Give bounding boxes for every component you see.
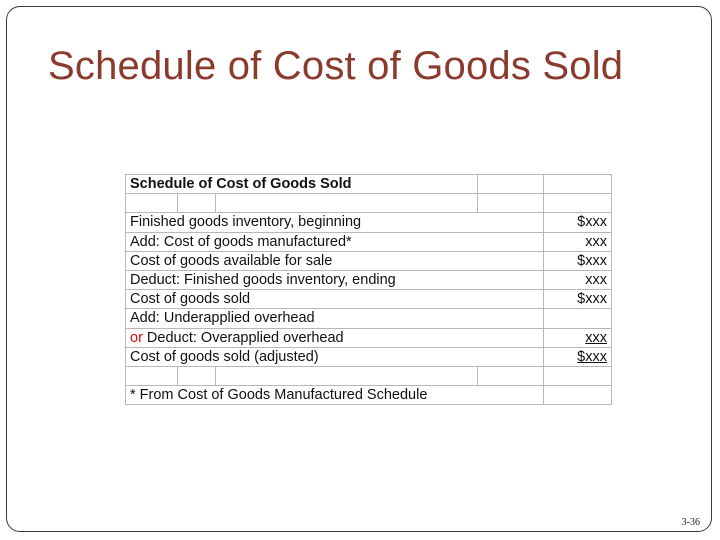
row-label: Cost of goods available for sale: [125, 250, 544, 271]
row-label: Finished goods inventory, beginning: [125, 212, 544, 233]
cogs-schedule-table: Schedule of Cost of Goods Sold Finished …: [125, 173, 612, 406]
row-amount: $xxx: [543, 346, 612, 367]
footnote: * From Cost of Goods Manufactured Schedu…: [125, 385, 544, 406]
table-row: Deduct: Finished goods inventory, ending…: [125, 269, 612, 291]
empty-cell: [543, 173, 612, 195]
or-word: or: [130, 329, 143, 346]
row-label: Cost of goods sold (adjusted): [125, 346, 544, 367]
row-label: Add: Underapplied overhead: [125, 308, 544, 329]
table-row: or Deduct: Overapplied overhead xxx: [125, 327, 612, 348]
footnote-row: * From Cost of Goods Manufactured Schedu…: [125, 385, 612, 406]
empty-cell: [543, 385, 612, 406]
page-number: 3-36: [681, 517, 700, 528]
row-label: Cost of goods sold: [125, 289, 544, 310]
row-amount: $xxx: [543, 250, 612, 271]
slide-title: Schedule of Cost of Goods Sold: [48, 44, 624, 88]
table-row: Add: Cost of goods manufactured* xxx: [125, 231, 612, 252]
schedule-header: Schedule of Cost of Goods Sold: [125, 173, 478, 195]
empty-cell: [477, 173, 544, 195]
spacer-row: [125, 193, 612, 214]
row-amount: $xxx: [543, 212, 612, 233]
table-row: Cost of goods available for sale $xxx: [125, 250, 612, 271]
row-label-text: Deduct: Overapplied overhead: [142, 329, 344, 346]
row-label: Deduct: Finished goods inventory, ending: [125, 269, 544, 291]
row-amount: xxx: [543, 327, 612, 348]
row-amount: xxx: [543, 231, 612, 252]
table-row: Cost of goods sold $xxx: [125, 289, 612, 310]
spacer-row: [125, 365, 612, 387]
table-row: Finished goods inventory, beginning $xxx: [125, 212, 612, 233]
row-label: or Deduct: Overapplied overhead: [125, 327, 544, 348]
row-amount: [543, 308, 612, 329]
row-amount: xxx: [543, 269, 612, 291]
row-amount: $xxx: [543, 289, 612, 310]
table-header-row: Schedule of Cost of Goods Sold: [125, 173, 612, 195]
table-row: Add: Underapplied overhead: [125, 308, 612, 329]
table-row: Cost of goods sold (adjusted) $xxx: [125, 346, 612, 367]
row-label: Add: Cost of goods manufactured*: [125, 231, 544, 252]
